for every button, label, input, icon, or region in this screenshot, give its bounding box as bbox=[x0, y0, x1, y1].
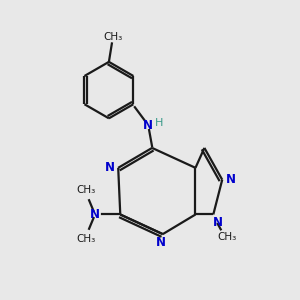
Text: CH₃: CH₃ bbox=[76, 234, 96, 244]
Text: N: N bbox=[90, 208, 100, 221]
Text: CH₃: CH₃ bbox=[104, 32, 123, 42]
Text: N: N bbox=[142, 119, 153, 132]
Text: N: N bbox=[156, 236, 166, 249]
Text: H: H bbox=[155, 118, 163, 128]
Text: N: N bbox=[213, 216, 223, 229]
Text: N: N bbox=[226, 173, 236, 186]
Text: N: N bbox=[105, 161, 115, 174]
Text: CH₃: CH₃ bbox=[217, 232, 236, 242]
Text: CH₃: CH₃ bbox=[76, 185, 96, 195]
